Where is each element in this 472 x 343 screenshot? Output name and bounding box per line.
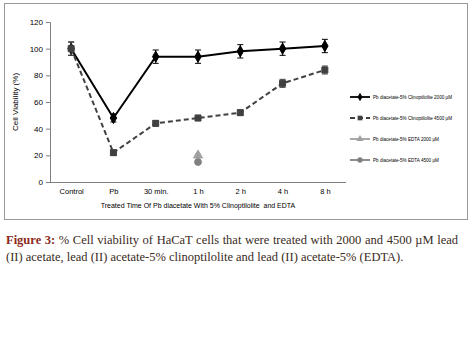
error-bar [68, 42, 74, 55]
x-tick-label: 1 h [193, 187, 203, 196]
marker [193, 150, 202, 158]
legend-label: Pb diacetate-5% EDTA 2000 µM [373, 137, 439, 142]
y-tick-mark [46, 129, 50, 130]
legend-marker [358, 116, 363, 121]
y-axis: 0 20 40 60 80 100 120 [30, 18, 51, 187]
marker [195, 115, 201, 121]
error-bar [237, 45, 243, 58]
y-tick: 60 [34, 98, 50, 107]
chart-frame [5, 4, 468, 220]
x-tick: 8 h [320, 182, 330, 196]
x-axis-title: Treated Time Of Pb diacetate With 5% Cli… [101, 202, 296, 210]
legend-item: Pb diacetate-5% Clinoptilolite 2000 µM [350, 93, 452, 102]
y-tick-label: 80 [34, 71, 43, 80]
marker [68, 46, 74, 52]
error-bar [280, 79, 286, 87]
legend-marker [357, 157, 362, 162]
legend-label: Pb diacetate-5% Clinoptilolite 4500 µM [373, 116, 452, 121]
x-tick: 1 h [193, 182, 203, 196]
y-tick-label: 20 [34, 151, 43, 160]
error-bar [110, 150, 116, 155]
caption-label: Figure 3: [6, 233, 55, 247]
error-bar [153, 121, 159, 126]
marker [322, 40, 328, 51]
marker [280, 80, 286, 86]
series [68, 42, 328, 156]
error-bar [68, 42, 74, 55]
y-axis-title: Cell Viability (%) [11, 73, 20, 131]
x-tick: 30 min. [144, 182, 169, 196]
error-bar [322, 66, 328, 74]
y-tick-label: 120 [30, 18, 44, 27]
error-bar [153, 50, 159, 63]
space [55, 233, 59, 247]
x-tick-label: 4 h [278, 187, 288, 196]
caption-text: % Cell viability of HaCaT cells that wer… [6, 233, 458, 264]
y-tick: 0 [39, 178, 50, 187]
marker [195, 159, 202, 166]
error-bar [237, 110, 243, 115]
marker [237, 110, 243, 116]
y-tick-mark [46, 155, 50, 156]
series [193, 150, 202, 158]
y-tick-mark [46, 75, 50, 76]
y-tick: 120 [30, 18, 50, 27]
x-tick: Pb [109, 182, 118, 196]
y-tick-mark [46, 182, 50, 183]
legend-label: Pb diacetate-5% EDTA 4500 µM [373, 158, 439, 163]
y-tick-label: 100 [30, 45, 44, 54]
y-axis-line [46, 23, 51, 183]
marker [237, 46, 243, 57]
y-tick-label: 40 [34, 125, 43, 134]
error-bar [195, 115, 201, 120]
legend-marker [357, 93, 362, 102]
error-bar [195, 50, 201, 63]
marker [152, 51, 158, 62]
marker [110, 112, 116, 123]
x-tick-label: Control [60, 187, 85, 196]
x-tick: 4 h [278, 182, 288, 196]
legend: Pb diacetate-5% Clinoptilolite 2000 µM Pb… [350, 93, 452, 163]
y-tick: 80 [34, 71, 50, 80]
y-tick-label: 60 [34, 98, 43, 107]
x-tick-label: 2 h [236, 187, 246, 196]
marker [279, 43, 285, 54]
legend-label: Pb diacetate-5% Clinoptilolite 2000 µM [373, 95, 452, 100]
y-tick-mark [46, 22, 50, 23]
x-tick-label: 30 min. [144, 187, 169, 196]
x-tick: 2 h [236, 182, 246, 196]
marker [322, 67, 328, 73]
legend-marker [356, 135, 363, 141]
x-tick: Control [60, 182, 85, 196]
y-tick-label: 0 [39, 178, 44, 187]
y-tick: 20 [34, 151, 50, 160]
legend-item: Pb diacetate-5% EDTA 2000 µM [350, 135, 439, 142]
marker [110, 150, 116, 156]
caption: Figure 3: % Cell viability of HaCaT cell… [6, 232, 458, 266]
plot-area [68, 39, 328, 165]
error-bar [280, 42, 286, 55]
x-tick-label: 8 h [320, 187, 330, 196]
series-line [71, 49, 325, 153]
x-axis-line [50, 182, 346, 183]
y-tick-mark [46, 49, 50, 50]
x-axis: Control Pb 30 min. 1 h 2 h 4 h 8 h [50, 182, 346, 196]
error-bar [322, 39, 328, 52]
y-tick-mark [46, 102, 50, 103]
legend-item: Pb diacetate-5% EDTA 4500 µM [350, 157, 439, 162]
y-tick: 100 [30, 45, 50, 54]
chart: 0 20 40 60 80 100 120 Control Pb 30 min. 1 h 2 h 4 h… [0, 0, 472, 228]
series [195, 159, 202, 166]
marker [153, 120, 159, 126]
x-tick-label: Pb [109, 187, 118, 196]
y-tick: 40 [34, 125, 50, 134]
legend-item: Pb diacetate-5% Clinoptilolite 4500 µM [350, 116, 452, 121]
marker [195, 51, 201, 62]
